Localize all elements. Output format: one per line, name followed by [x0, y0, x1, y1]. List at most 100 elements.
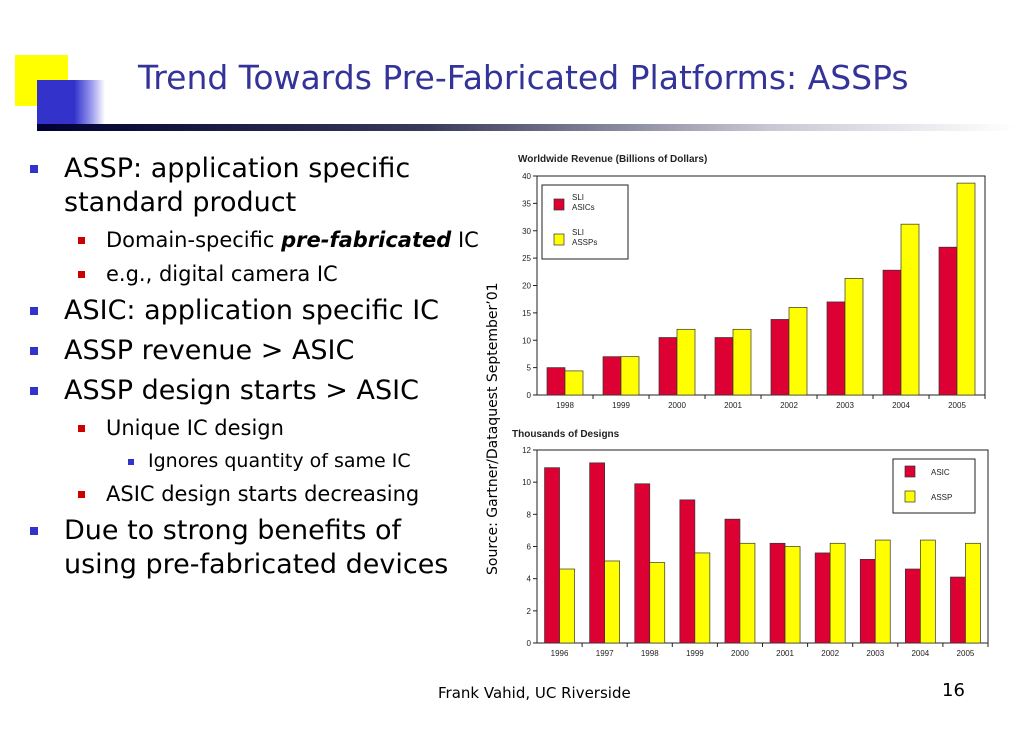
bar-asic	[544, 467, 560, 644]
sub-bullet-item: Unique IC design	[60, 414, 480, 442]
y-tick-label: 40	[522, 172, 531, 181]
y-tick-label: 20	[522, 282, 531, 291]
legend-swatch	[553, 233, 565, 246]
bar-assp	[620, 356, 640, 396]
bar-asic	[938, 246, 958, 396]
x-tick-label: 1999	[686, 649, 704, 658]
bullet-item: Due to strong benefits of using pre-fabr…	[30, 514, 480, 582]
bar-asic	[679, 499, 696, 644]
bar-asic	[634, 483, 651, 644]
x-tick-label: 2005	[957, 649, 975, 658]
sub-bullet-text-prefix: Domain-specific	[106, 228, 282, 252]
title-underline-rule	[37, 124, 1015, 131]
legend-label: SLI	[572, 228, 584, 237]
y-tick-label: 4	[527, 575, 532, 584]
sub-bullet-item: ASIC design starts decreasing	[60, 480, 480, 508]
sub-bullet-item: Domain-specific pre-fabricated IC	[60, 226, 480, 254]
bar-assp	[676, 328, 696, 396]
y-tick-label: 6	[527, 543, 532, 552]
bar-asic	[826, 301, 846, 396]
sub-bullet-marker-icon	[78, 237, 85, 244]
y-tick-label: 10	[522, 478, 531, 487]
bullet-item: ASSP design starts > ASIC	[30, 374, 480, 408]
bar-assp	[919, 539, 936, 644]
bullet-text: Due to strong benefits of using pre-fabr…	[64, 515, 449, 580]
bar-assp	[844, 278, 864, 396]
decorative-blue-square	[37, 80, 105, 130]
x-tick-label: 2000	[668, 401, 686, 410]
y-tick-label: 10	[522, 336, 531, 345]
bullet-list: ASSP: application specific standard prod…	[30, 152, 480, 588]
bar-assp	[564, 370, 584, 396]
chart-title: Worldwide Revenue (Billions of Dollars)	[518, 154, 707, 165]
legend-swatch	[553, 198, 565, 211]
bullet-text: ASSP: application specific standard prod…	[64, 153, 411, 218]
legend-label: ASIC	[931, 468, 950, 477]
bullet-marker-icon	[30, 307, 38, 315]
y-tick-label: 8	[527, 510, 532, 519]
bullet-text: ASSP revenue > ASIC	[64, 335, 355, 366]
sub-sub-bullet-item: Ignores quantity of same IC	[106, 448, 480, 474]
legend-box	[541, 184, 629, 260]
bar-asic	[658, 337, 678, 396]
slide-title: Trend Towards Pre-Fabricated Platforms: …	[138, 58, 909, 97]
y-tick-label: 5	[527, 364, 532, 373]
sub-bullet-text: Unique IC design	[106, 416, 284, 440]
x-tick-label: 1998	[641, 649, 659, 658]
bar-assp	[559, 568, 575, 644]
sub-sub-bullet-text: Ignores quantity of same IC	[148, 450, 411, 472]
bar-asic	[724, 518, 741, 644]
x-tick-label: 2002	[780, 401, 798, 410]
x-tick-label: 2003	[836, 401, 854, 410]
x-tick-label: 2005	[948, 401, 966, 410]
bar-assp	[604, 560, 621, 644]
sub-bullet-text: ASIC design starts decreasing	[106, 482, 420, 506]
bar-assp	[874, 539, 891, 644]
sub-bullet-text-suffix: IC	[451, 228, 479, 252]
legend-swatch	[904, 490, 916, 503]
sub-bullet-text: e.g., digital camera IC	[106, 262, 338, 286]
legend-label: ASSPs	[572, 238, 597, 247]
x-tick-label: 1997	[596, 649, 614, 658]
x-tick-label: 2003	[866, 649, 884, 658]
y-tick-label: 12	[522, 446, 531, 455]
bar-assp	[788, 307, 808, 396]
bar-asic	[882, 269, 902, 396]
y-tick-label: 2	[527, 607, 532, 616]
bar-asic	[769, 542, 786, 644]
bar-asic	[950, 576, 966, 644]
x-tick-label: 2002	[821, 649, 839, 658]
bar-asic	[904, 568, 921, 644]
page-number: 16	[942, 680, 965, 701]
sub-bullet-marker-icon	[78, 271, 85, 278]
sub-bullet-marker-icon	[78, 491, 85, 498]
bullet-text: ASIC: application specific IC	[64, 295, 440, 326]
bar-asic	[814, 552, 831, 644]
y-tick-label: 35	[522, 199, 531, 208]
y-tick-label: 25	[522, 254, 531, 263]
bar-asic	[859, 559, 876, 644]
bar-assp	[649, 562, 666, 644]
x-tick-label: 2004	[892, 401, 910, 410]
y-tick-label: 30	[522, 227, 531, 236]
y-tick-label: 15	[522, 309, 531, 318]
bar-assp	[694, 552, 711, 644]
bullet-item: ASSP: application specific standard prod…	[30, 152, 480, 220]
sub-sub-bullet-marker-icon	[128, 459, 134, 465]
footer-author: Frank Vahid, UC Riverside	[438, 684, 631, 702]
x-tick-label: 2001	[724, 401, 742, 410]
x-tick-label: 1998	[556, 401, 574, 410]
bar-asic	[602, 356, 622, 396]
x-tick-label: 2000	[731, 649, 749, 658]
y-tick-label: 0	[527, 639, 532, 648]
bullet-marker-icon	[30, 165, 38, 173]
sub-bullet-marker-icon	[78, 425, 85, 432]
bullet-marker-icon	[30, 527, 38, 535]
bar-assp	[956, 182, 976, 396]
bar-asic	[714, 337, 734, 396]
bar-assp	[965, 542, 981, 644]
bar-assp	[784, 546, 801, 644]
bullet-marker-icon	[30, 347, 38, 355]
bar-asic	[770, 319, 790, 396]
